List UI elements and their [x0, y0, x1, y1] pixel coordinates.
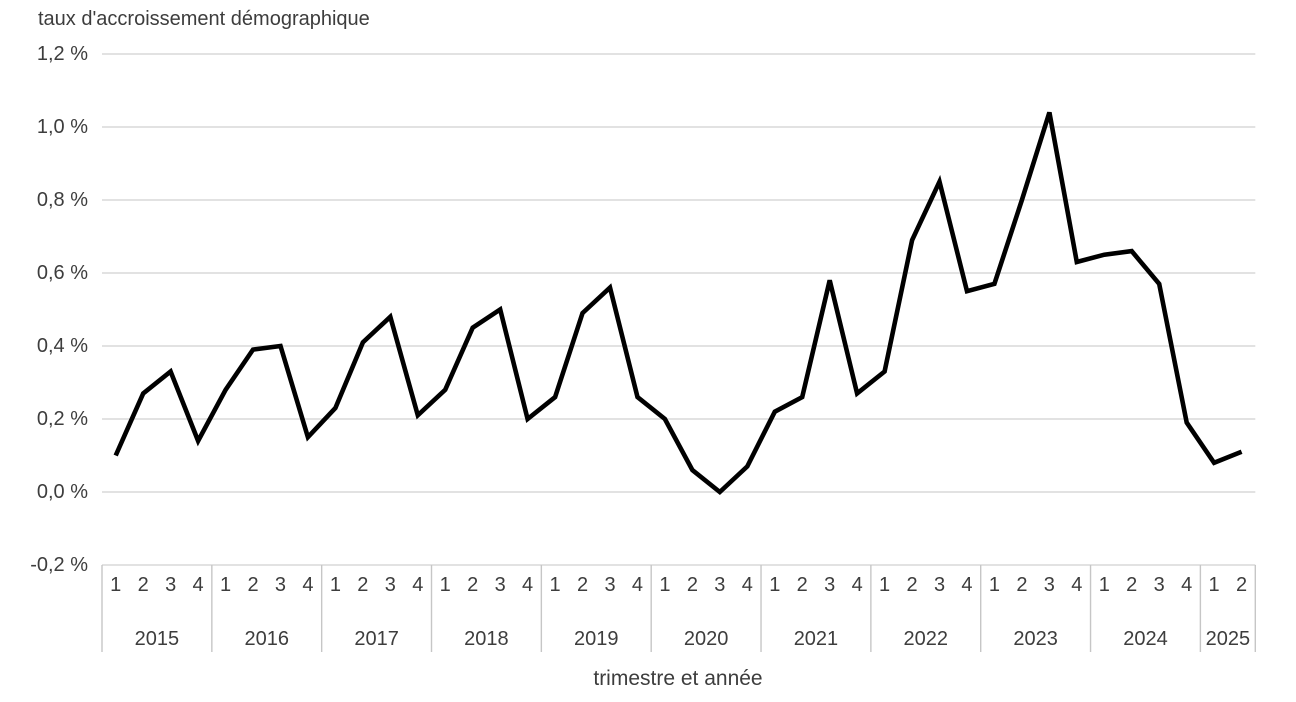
- x-quarter-label: 1: [220, 574, 231, 596]
- y-tick-label: 0,4 %: [37, 335, 88, 357]
- gridlines-group: [102, 53, 1256, 566]
- x-quarter-label: 2: [797, 574, 808, 596]
- x-quarter-label: 3: [714, 574, 725, 596]
- x-quarter-label: 1: [659, 574, 670, 596]
- y-tick-label: 0,0 %: [37, 481, 88, 503]
- x-quarter-label: 4: [1071, 574, 1082, 596]
- x-quarter-label: 4: [961, 574, 972, 596]
- x-quarter-label: 1: [110, 574, 121, 596]
- x-year-label: 2022: [904, 628, 949, 650]
- x-quarter-label: 4: [522, 574, 533, 596]
- x-quarter-label: 2: [577, 574, 588, 596]
- x-quarter-label: 1: [989, 574, 1000, 596]
- x-quarter-label: 2: [138, 574, 149, 596]
- x-year-label: 2015: [135, 628, 180, 650]
- chart-title: taux d'accroissement démographique: [38, 8, 370, 30]
- x-quarter-label: 1: [550, 574, 561, 596]
- x-year-label: 2019: [574, 628, 619, 650]
- x-quarter-label: 4: [852, 574, 863, 596]
- y-tick-label: 1,0 %: [37, 116, 88, 138]
- x-quarter-label: 3: [385, 574, 396, 596]
- x-quarter-label: 3: [824, 574, 835, 596]
- x-axis-label: trimestre et année: [593, 667, 762, 690]
- x-year-label: 2016: [245, 628, 290, 650]
- x-year-label: 2018: [464, 628, 509, 650]
- x-quarter-label: 3: [1154, 574, 1165, 596]
- y-tick-label: 1,2 %: [37, 43, 88, 65]
- x-year-label: 2021: [794, 628, 839, 650]
- x-quarter-label: 3: [165, 574, 176, 596]
- x-quarter-label: 2: [1126, 574, 1137, 596]
- x-year-label: 2023: [1013, 628, 1058, 650]
- x-year-label: 2020: [684, 628, 729, 650]
- y-tick-label: 0,6 %: [37, 262, 88, 284]
- x-quarter-label: 3: [1044, 574, 1055, 596]
- x-quarter-label: 2: [906, 574, 917, 596]
- x-quarter-label: 3: [275, 574, 286, 596]
- x-quarter-label: 1: [769, 574, 780, 596]
- x-quarter-label: 2: [687, 574, 698, 596]
- x-quarter-label: 3: [604, 574, 615, 596]
- x-year-label: 2025: [1206, 628, 1251, 650]
- y-tick-label: 0,2 %: [37, 408, 88, 430]
- y-tick-label: 0,8 %: [37, 189, 88, 211]
- x-quarter-label: 4: [632, 574, 643, 596]
- x-quarter-label: 4: [742, 574, 753, 596]
- x-quarter-label: 2: [1236, 574, 1247, 596]
- x-year-label: 2024: [1123, 628, 1168, 650]
- data-line: [113, 111, 1243, 496]
- x-quarter-label: 4: [193, 574, 204, 596]
- x-quarter-label: 1: [330, 574, 341, 596]
- x-quarter-label: 2: [357, 574, 368, 596]
- x-quarter-label: 4: [412, 574, 423, 596]
- x-quarter-label: 3: [934, 574, 945, 596]
- x-quarter-label: 1: [440, 574, 451, 596]
- x-quarter-label: 1: [1099, 574, 1110, 596]
- y-axis-tick-labels: 1,2 % 1,0 % 0,8 % 0,6 % 0,4 % 0,2 % 0,0 % -0,2 …: [30, 43, 88, 576]
- x-quarter-label: 4: [1181, 574, 1192, 596]
- x-year-label: 2017: [354, 628, 399, 650]
- y-tick-label: -0,2 %: [30, 554, 88, 576]
- x-quarter-label: 1: [879, 574, 890, 596]
- x-quarter-label: 2: [247, 574, 258, 596]
- x-quarter-label: 2: [467, 574, 478, 596]
- x-quarter-label: 2: [1016, 574, 1027, 596]
- x-quarter-label: 3: [495, 574, 506, 596]
- x-quarter-label: 1: [1209, 574, 1220, 596]
- x-quarter-label: 4: [302, 574, 313, 596]
